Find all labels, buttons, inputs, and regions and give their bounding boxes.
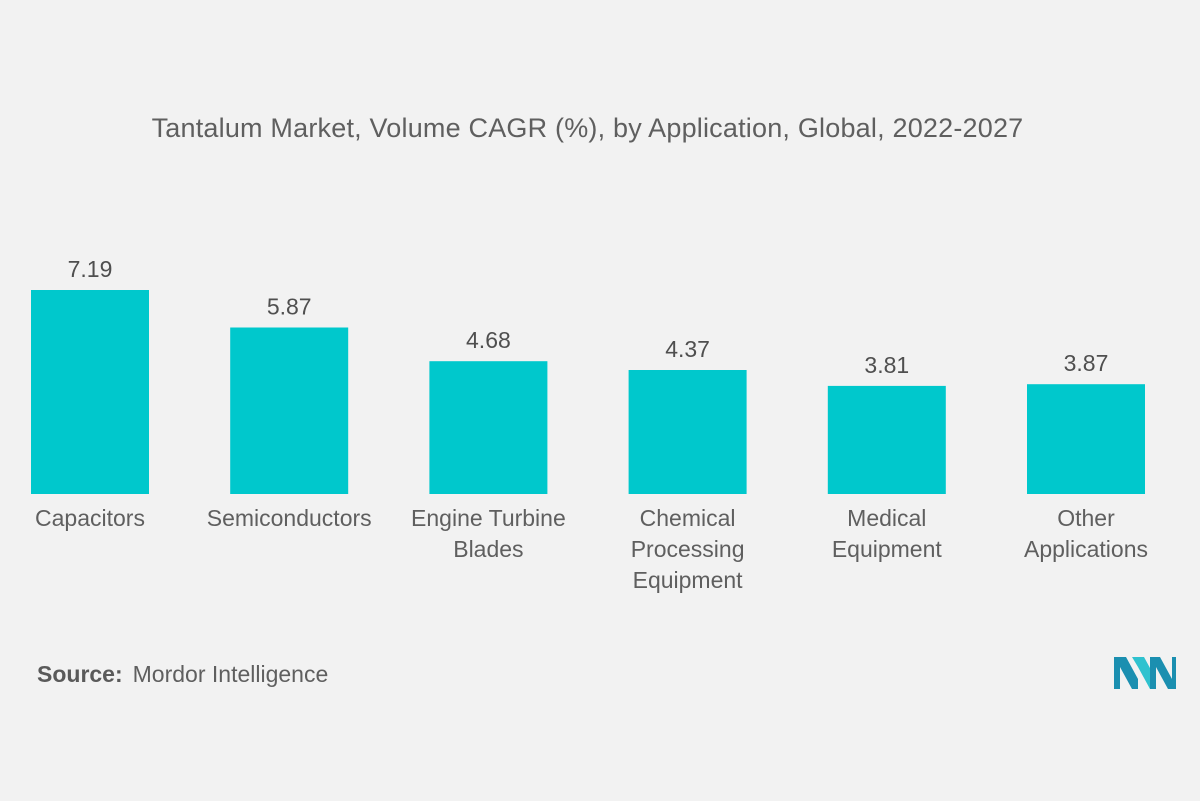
source-text: Mordor Intelligence xyxy=(132,661,329,687)
data-label-0: 7.19 xyxy=(68,256,113,282)
data-label-3: 4.37 xyxy=(665,336,710,362)
category-label-1: Semiconductors xyxy=(207,505,372,531)
bar-2 xyxy=(429,361,548,494)
category-label-line: Equipment xyxy=(633,567,744,593)
bar-5 xyxy=(1027,384,1145,494)
category-label-line: Semiconductors xyxy=(207,505,372,531)
mordor-intelligence-logo-icon xyxy=(1114,657,1176,689)
bar-1 xyxy=(230,327,349,494)
source-label: Source: xyxy=(37,661,123,687)
chart-title: Tantalum Market, Volume CAGR (%), by App… xyxy=(151,113,1024,143)
category-label-2: Engine Turbine Blades xyxy=(411,505,566,562)
category-label-4: Medical Equipment xyxy=(832,505,943,562)
data-label-2: 4.68 xyxy=(466,327,511,353)
category-label-line: Medical xyxy=(847,505,926,531)
bar-4 xyxy=(827,385,946,494)
category-label-line: Blades xyxy=(453,536,523,562)
category-label-line: Chemical xyxy=(640,505,736,531)
category-label-line: Equipment xyxy=(832,536,943,562)
data-label-1: 5.87 xyxy=(267,294,312,320)
bar-0 xyxy=(31,290,149,494)
source-note: Source: Mordor Intelligence xyxy=(37,661,328,688)
category-label-line: Capacitors xyxy=(35,505,145,531)
category-label-line: Engine Turbine xyxy=(411,505,566,531)
category-label-line: Processing xyxy=(631,536,745,562)
data-label-5: 3.87 xyxy=(1064,350,1109,376)
category-label-0: Capacitors xyxy=(35,505,145,531)
category-label-3: Chemical Processing Equipment xyxy=(631,505,745,593)
category-label-line: Applications xyxy=(1024,536,1148,562)
bar-3 xyxy=(628,370,747,494)
category-label-5: Other Applications xyxy=(1024,505,1148,562)
data-label-4: 3.81 xyxy=(864,352,909,378)
category-label-line: Other xyxy=(1057,505,1115,531)
